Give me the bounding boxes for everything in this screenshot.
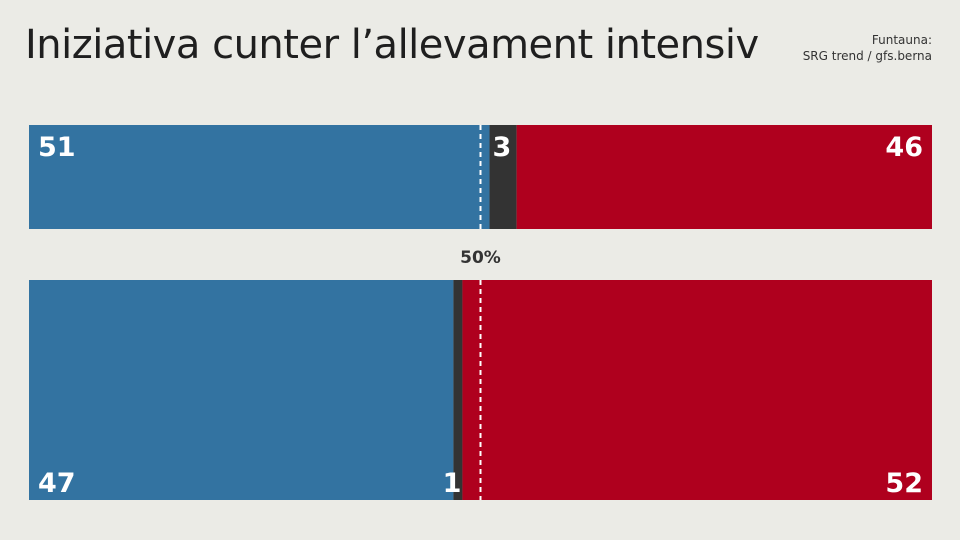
data-label-yes-row-2: 47 xyxy=(38,468,76,499)
data-label-no-row-2: 52 xyxy=(885,468,923,499)
data-label-yes-row-1: 51 xyxy=(38,132,76,163)
bar-segment-yes-row-1 xyxy=(29,125,490,229)
data-label-undecided-row-1: 3 xyxy=(493,132,512,163)
source-name: SRG trend / gfs.berna xyxy=(802,49,932,63)
source-label: Funtauna: xyxy=(871,33,932,47)
source-note: Funtauna: SRG trend / gfs.berna xyxy=(803,32,932,64)
reference-line-label: 50% xyxy=(460,248,501,268)
bar-segment-no-row-1 xyxy=(516,125,932,229)
bar-segment-no-row-2 xyxy=(462,280,932,500)
data-label-undecided-row-2: 1 xyxy=(443,468,462,499)
bar-segment-yes-row-2 xyxy=(29,280,454,500)
bar-segment-undecided-row-2 xyxy=(453,280,463,500)
bar-segment-undecided-row-1 xyxy=(489,125,517,229)
chart-title: Iniziativa cunter l’allevament intensiv xyxy=(25,22,759,68)
data-label-no-row-1: 46 xyxy=(885,132,923,163)
